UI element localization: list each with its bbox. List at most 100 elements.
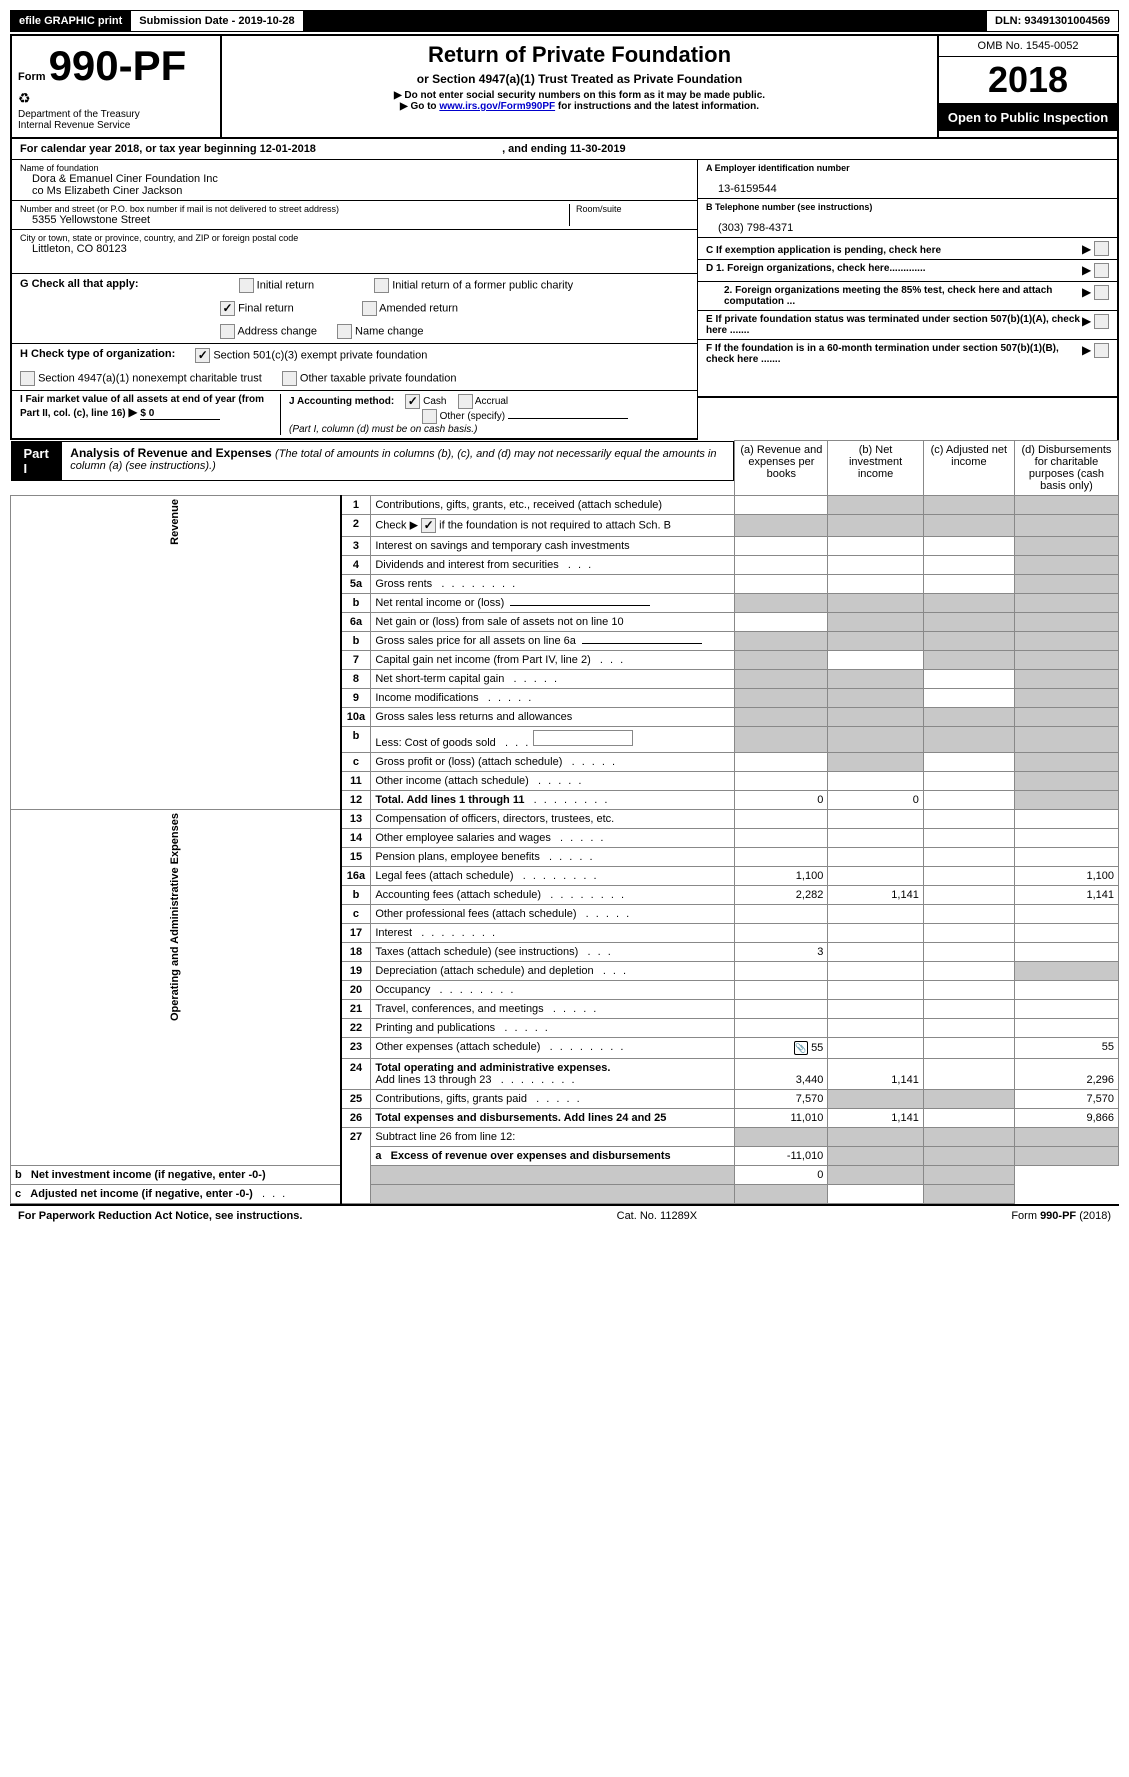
col-c-header: (c) Adjusted net income [923,441,1014,496]
line-12-a: 0 [735,791,828,810]
line-16b-b: 1,141 [828,886,924,905]
checkbox-foreign-org[interactable] [1094,263,1109,278]
g-final: Final return [238,302,294,314]
checkbox-501c3[interactable] [195,348,210,363]
checkbox-cash[interactable] [405,394,420,409]
line-23-d: 55 [1014,1038,1118,1059]
d2-cell: 2. Foreign organizations meeting the 85%… [698,282,1117,311]
line-2-desc: Check ▶ if the foundation is not require… [371,515,735,537]
c-label: C If exemption application is pending, c… [706,245,941,256]
arrow-icon: ▶ [1082,242,1091,256]
g-name-change: Name change [355,325,424,337]
dln-cell: DLN: 93491301004569 [987,11,1118,31]
dln-label: DLN: [995,15,1024,27]
checkbox-no-schb[interactable] [421,518,436,533]
checkbox-addr-change[interactable] [220,324,235,339]
arrow-icon: ▶ [1082,314,1091,336]
e-label: E If private foundation status was termi… [706,314,1080,336]
checkbox-amended[interactable] [362,301,377,316]
line-4-desc: Dividends and interest from securities .… [371,556,735,575]
table-row: b Net investment income (if negative, en… [11,1166,1119,1185]
warn2-post: for instructions and the latest informat… [555,101,759,112]
efile-label: efile GRAPHIC print [11,11,131,31]
info-right: A Employer identification number 13-6159… [697,160,1117,440]
page-footer: For Paperwork Reduction Act Notice, see … [10,1204,1119,1226]
j-note: (Part I, column (d) must be on cash basi… [289,424,477,435]
footer-mid: Cat. No. 11289X [617,1210,698,1222]
irs-link[interactable]: www.irs.gov/Form990PF [439,101,555,112]
col-a-header: (a) Revenue and expenses per books [735,441,828,496]
phone-cell: B Telephone number (see instructions) (3… [698,199,1117,238]
foundation-name-cell: Name of foundation Dora & Emanuel Ciner … [12,160,697,201]
f-label: F If the foundation is in a 60-month ter… [706,343,1059,365]
top-bar: efile GRAPHIC print Submission Date - 20… [10,10,1119,32]
form-subtitle: or Section 4947(a)(1) Trust Treated as P… [228,72,931,86]
line-18-a: 3 [735,943,828,962]
header-left: Form 990-PF ♻ Department of the Treasury… [12,36,222,137]
line-11-desc: Other income (attach schedule) . . . . . [371,772,735,791]
line-16c-desc: Other professional fees (attach schedule… [371,905,735,924]
checkbox-final-return[interactable] [220,301,235,316]
line-16b-desc: Accounting fees (attach schedule) . . . … [371,886,735,905]
line-21-desc: Travel, conferences, and meetings . . . … [371,1000,735,1019]
part1-label: Part I [12,442,63,480]
e-cell: E If private foundation status was termi… [698,311,1117,340]
info-left: Name of foundation Dora & Emanuel Ciner … [12,160,697,440]
part1-header: Part I Analysis of Revenue and Expenses … [11,441,735,481]
part1-table: Part I Analysis of Revenue and Expenses … [10,440,1119,1204]
checkbox-name-change[interactable] [337,324,352,339]
checkbox-other-method[interactable] [422,409,437,424]
form-header: Form 990-PF ♻ Department of the Treasury… [10,34,1119,139]
line-10b-desc: Less: Cost of goods sold . . . [371,727,735,753]
checkbox-initial-former[interactable] [374,278,389,293]
section-g: G Check all that apply: Initial return I… [12,274,697,344]
b-label: B Telephone number (see instructions) [706,202,872,212]
line-9-desc: Income modifications . . . . . [371,689,735,708]
line-16b-d: 1,141 [1014,886,1118,905]
line-16b-a: 2,282 [735,886,828,905]
room-label: Room/suite [576,204,689,214]
recycle-icon: ♻ [18,90,214,107]
name-label: Name of foundation [20,163,689,173]
part1-title: Analysis of Revenue and Expenses [70,446,275,460]
arrow-icon: ▶ [1082,343,1091,393]
form-number: 990-PF [49,42,187,89]
city-label: City or town, state or province, country… [20,233,689,243]
line-26-a: 11,010 [735,1109,828,1128]
line-3-desc: Interest on savings and temporary cash i… [371,537,735,556]
warn2-pre: Go to [410,101,439,112]
checkbox-accrual[interactable] [458,394,473,409]
line-8-desc: Net short-term capital gain . . . . . [371,670,735,689]
line-12-desc: Total. Add lines 1 through 11 . . . . . … [371,791,735,810]
checkbox-85pct-test[interactable] [1094,285,1109,300]
i-value: $ 0 [140,408,220,420]
line-6a-desc: Net gain or (loss) from sale of assets n… [371,613,735,632]
foundation-name-1: Dora & Emanuel Ciner Foundation Inc [20,173,689,185]
table-row: Operating and Administrative Expenses13C… [11,810,1119,829]
line-13-desc: Compensation of officers, directors, tru… [371,810,735,829]
checkbox-status-terminated[interactable] [1094,314,1109,329]
line-20-desc: Occupancy . . . . . . . . [371,981,735,1000]
checkbox-exemption-pending[interactable] [1094,241,1109,256]
line-24-d: 2,296 [1014,1059,1118,1090]
line-1-desc: Contributions, gifts, grants, etc., rece… [371,496,735,515]
line-14-desc: Other employee salaries and wages . . . … [371,829,735,848]
line-5a-desc: Gross rents . . . . . . . . [371,575,735,594]
checkbox-initial-return[interactable] [239,278,254,293]
arrow-icon: ▶ [128,405,137,419]
form-label: Form [18,71,46,83]
line-16a-a: 1,100 [735,867,828,886]
attachment-icon[interactable]: 📎 [794,1041,808,1055]
line-16a-d: 1,100 [1014,867,1118,886]
checkbox-other-taxable[interactable] [282,371,297,386]
checkbox-60month[interactable] [1094,343,1109,358]
part1-header-row: Part I Analysis of Revenue and Expenses … [11,441,1119,496]
line-23-desc: Other expenses (attach schedule) . . . .… [371,1038,735,1059]
line-27-desc: Subtract line 26 from line 12: [371,1128,735,1147]
line-18-desc: Taxes (attach schedule) (see instruction… [371,943,735,962]
arrow-icon: ▶ [1082,263,1091,278]
phone-value: (303) 798-4371 [706,222,1109,234]
ein-cell: A Employer identification number 13-6159… [698,160,1117,199]
col-d-header: (d) Disbursements for charitable purpose… [1014,441,1118,496]
checkbox-4947a1[interactable] [20,371,35,386]
